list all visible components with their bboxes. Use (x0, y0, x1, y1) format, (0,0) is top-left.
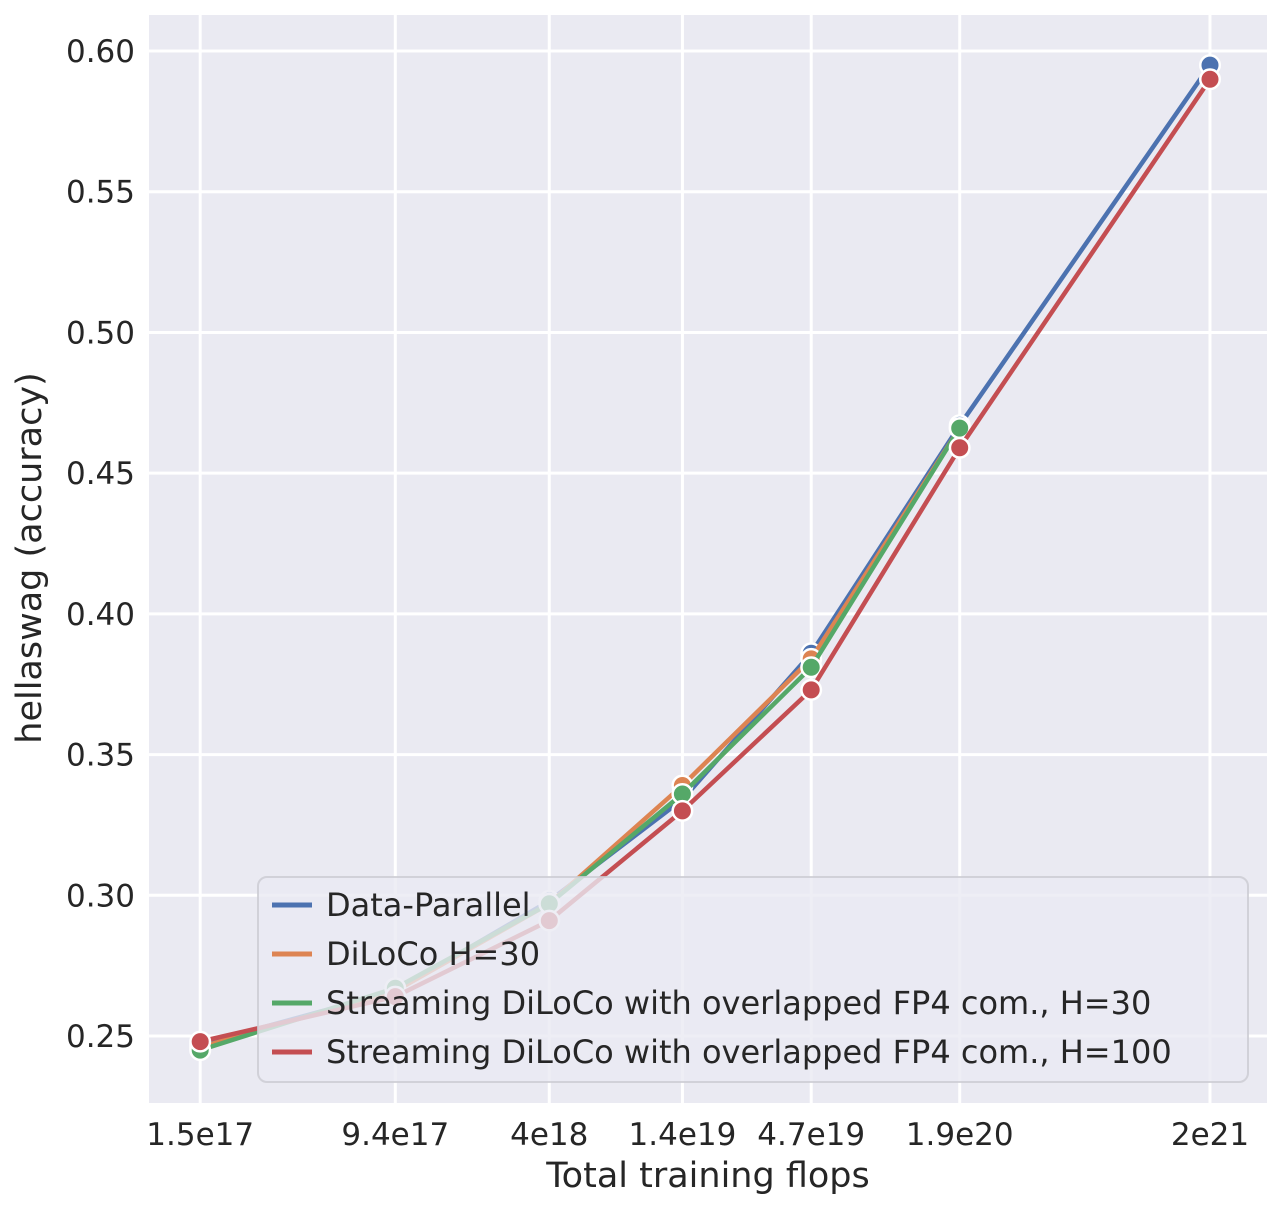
legend-item: Streaming DiLoCo with overlapped FP4 com… (272, 984, 1151, 1022)
y-tick-label: 0.55 (66, 175, 135, 211)
data-point (800, 678, 823, 701)
data-point (1199, 68, 1221, 91)
data-point (189, 1030, 212, 1053)
legend-box: Data-Parallel DiLoCo H=30 Streaming DiLoCo… (257, 876, 1249, 1083)
legend-item-label: DiLoCo H=30 (326, 935, 540, 973)
x-tick-label: 2e21 (1171, 1117, 1249, 1153)
legend-item: Data-Parallel (272, 886, 531, 924)
y-tick-label: 0.40 (66, 597, 135, 633)
y-tick-label: 0.35 (66, 738, 135, 774)
data-point (948, 436, 971, 459)
legend-item: Streaming DiLoCo with overlapped FP4 com… (272, 1033, 1172, 1071)
x-tick-label: 4e18 (510, 1117, 588, 1153)
y-tick-label: 0.45 (66, 456, 135, 492)
y-tick-label: 0.25 (66, 1019, 135, 1055)
x-axis-title: Total training flops (546, 1156, 870, 1196)
data-point (671, 799, 694, 822)
y-axis-title: hellaswag (accuracy) (10, 372, 50, 744)
legend-frame (257, 876, 1249, 1083)
y-tick-label: 0.50 (66, 315, 135, 351)
data-point (800, 656, 823, 679)
legend-item: DiLoCo H=30 (272, 935, 540, 973)
legend-item-label: Streaming DiLoCo with overlapped FP4 com… (326, 984, 1151, 1022)
x-tick-label: 1.9e20 (906, 1117, 1014, 1153)
legend-item-label: Streaming DiLoCo with overlapped FP4 com… (326, 1033, 1172, 1071)
y-tick-label: 0.30 (66, 878, 135, 914)
x-tick-label: 4.7e19 (757, 1117, 865, 1153)
x-tick-label: 9.4e17 (341, 1117, 449, 1153)
x-tick-label: 1.4e19 (629, 1117, 737, 1153)
legend-item-label: Data-Parallel (326, 886, 531, 924)
y-tick-label: 0.60 (66, 34, 135, 70)
x-tick-label: 1.5e17 (146, 1117, 254, 1153)
